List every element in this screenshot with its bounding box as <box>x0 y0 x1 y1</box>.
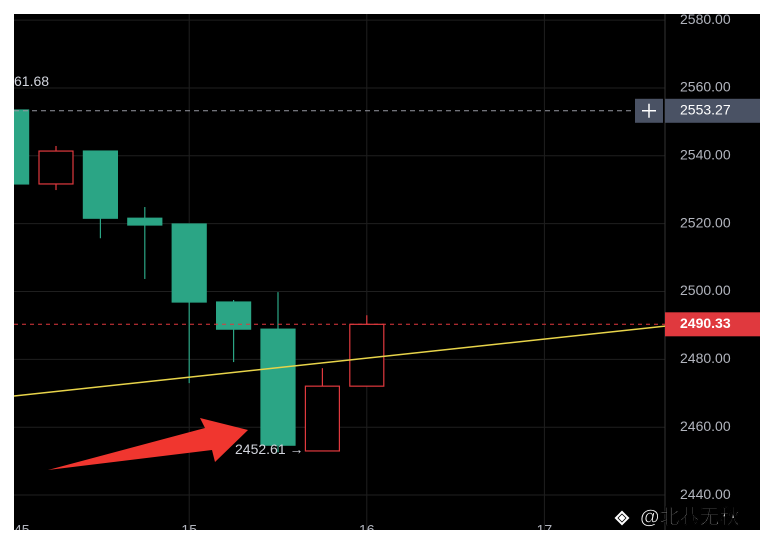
watermark: @北巷无秋 <box>613 504 741 529</box>
candle-body <box>14 109 30 185</box>
y-tick-label: 2520.00 <box>680 214 731 230</box>
candle-body <box>127 217 163 226</box>
watermark-icon <box>613 509 631 527</box>
candle-body <box>260 328 296 446</box>
x-tick-label: 15 <box>181 522 197 538</box>
candle-body <box>38 150 74 185</box>
y-tick-label: 2560.00 <box>680 79 731 95</box>
y-tick-label: 2540.00 <box>680 147 731 163</box>
low-label: 2452.61 → <box>235 441 304 457</box>
candle-body <box>304 385 340 452</box>
plot: 2440.00 2460.00 2480.00 2500.00 2520.00 2540.… <box>14 11 760 538</box>
last-price-box <box>665 312 760 337</box>
arrow <box>48 418 248 470</box>
crosshair-price: 2553.27 <box>680 101 731 117</box>
x-tick-label: 17 <box>537 522 553 538</box>
y-tick-label: 2460.00 <box>680 418 731 434</box>
y-tick-label: 2440.00 <box>680 486 731 502</box>
crosshair-price-box <box>665 98 760 123</box>
y-tick-label: 2580.00 <box>680 11 731 27</box>
ma-line <box>14 325 666 397</box>
candle-body <box>349 323 385 387</box>
candle-body <box>171 223 207 303</box>
high-label: 61.68 <box>14 73 49 89</box>
watermark-text: @北巷无秋 <box>640 504 741 528</box>
y-tick-label: 2500.00 <box>680 282 731 298</box>
x-tick-label: 16 <box>359 522 375 538</box>
y-tick-label: 2480.00 <box>680 350 731 366</box>
plus-icon <box>642 103 656 118</box>
candle-body <box>82 150 119 219</box>
x-tick-label: 45 <box>14 522 30 538</box>
candle-body <box>216 301 252 330</box>
last-price: 2490.33 <box>680 315 731 331</box>
